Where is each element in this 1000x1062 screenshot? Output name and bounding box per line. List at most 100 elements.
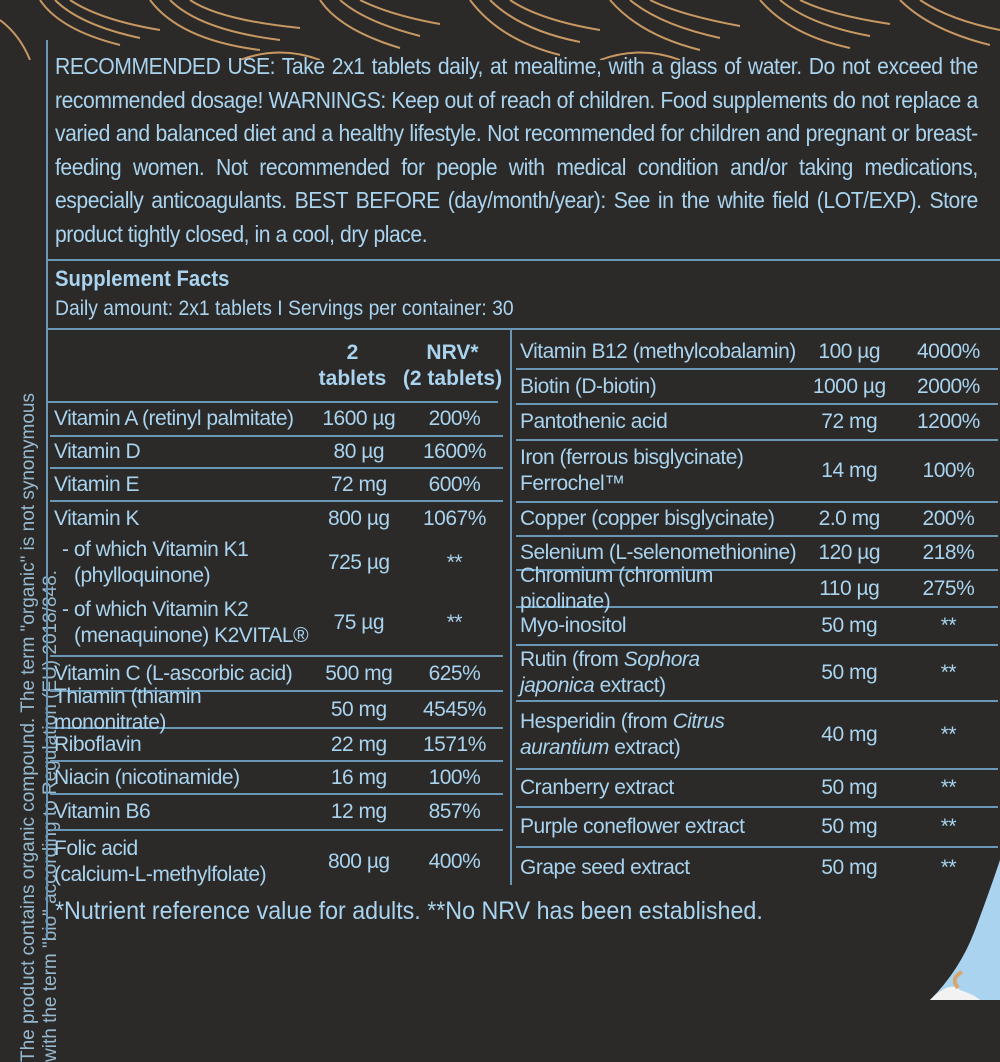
nutrient-name: Cranberry extract — [516, 775, 800, 801]
table-row: Copper (copper bisglycinate) 2.0 mg 200% — [516, 503, 998, 537]
nutrient-name: Thiamin (thiamin mononitrate) — [50, 684, 312, 736]
side-note-line-1: The product contains organic compound. T… — [18, 393, 39, 1062]
nutrient-name-line: Cranberry extract — [520, 776, 674, 799]
nutrient-nrv: 2000% — [916, 374, 980, 398]
table-row: Biotin (D-biotin) 1000 µg 2000% — [516, 370, 998, 405]
nutrient-name-line: Niacin (nicotinamide) — [54, 765, 240, 789]
table-row: Purple coneflower extract 50 mg ** — [516, 808, 998, 848]
nutrient-name: Biotin (D-biotin) — [516, 374, 800, 400]
table-row: - of which Vitamin K1 (phylloquinone) 725 … — [50, 535, 503, 590]
table-row: Pantothenic acid 72 mg 1200% — [516, 405, 998, 441]
nutrient-name-line: Vitamin B6 — [54, 800, 151, 823]
nutrient-nrv: 1600% — [422, 440, 486, 463]
nutrient-amount: 1600 µg — [322, 407, 396, 430]
nutrient-amount: 75 µg — [333, 610, 385, 634]
table-row: - of which Vitamin K2 (menaquinone) K2VIT… — [50, 590, 503, 657]
supplement-facts-title: Supplement Facts — [55, 266, 230, 291]
nutrient-nrv: 857% — [428, 800, 481, 823]
decorative-pattern — [0, 0, 1000, 60]
nutrient-name-line: Vitamin A (retinyl palmitate) — [54, 407, 294, 430]
nutrient-name-line: Chromium (chromium picolinate) — [520, 563, 713, 613]
divider — [46, 259, 1000, 261]
nutrient-name: Vitamin K — [50, 506, 312, 532]
nutrient-nrv: ** — [940, 661, 957, 684]
header-amount-unit: tablets — [318, 367, 387, 390]
nutrient-nrv: 4000% — [916, 340, 980, 363]
nutrient-amount: 1000 µg — [812, 374, 886, 398]
nutrient-amount: 500 mg — [325, 661, 393, 685]
nutrient-name: Iron (ferrous bisglycinate) Ferrochel™ — [516, 445, 800, 497]
nutrient-name-italic: japonica — [520, 674, 595, 697]
table-row: Vitamin E 72 mg 600% — [50, 469, 503, 502]
table-row: Iron (ferrous bisglycinate) Ferrochel™ 14 … — [516, 441, 998, 503]
nutrient-nrv: 275% — [922, 576, 975, 600]
table-row: Vitamin K 800 µg 1067% — [50, 502, 503, 535]
nutrient-name-line: Vitamin E — [54, 472, 140, 496]
nutrient-nrv: ** — [446, 550, 463, 574]
daily-amount: Daily amount: 2x1 tablets I Servings per… — [55, 297, 514, 320]
table-row: Niacin (nicotinamide) 16 mg 100% — [50, 762, 503, 795]
nutrient-name-line: (calcium-L-methylfolate) — [54, 863, 267, 886]
table-row: Vitamin B12 (methylcobalamin) 100 µg 4000% — [516, 336, 998, 370]
nutrient-name-line: (phylloquinone) — [74, 563, 211, 587]
nutrient-name: Myo-inositol — [516, 613, 800, 639]
table-row: Folic acid (calcium-L-methylfolate) 800 µg… — [50, 831, 503, 893]
nutrient-amount: 120 µg — [818, 541, 881, 564]
nutrient-nrv: 100% — [922, 459, 975, 482]
nutrient-name: Vitamin C (L-ascorbic acid) — [50, 661, 312, 687]
nutrient-nrv: ** — [940, 723, 957, 746]
nutrient-name-line: Biotin (D-biotin) — [520, 374, 657, 398]
header-nrv: NRV* — [426, 341, 479, 364]
nutrient-amount: 50 mg — [821, 776, 878, 799]
nutrient-name: Rutin (from Sophora japonica extract) — [516, 647, 800, 699]
nutrient-name: Folic acid (calcium-L-methylfolate) — [50, 836, 312, 888]
nutrient-name-line: Selenium (L-selenomethionine) — [520, 541, 797, 564]
nutrient-name-line: Thiamin (thiamin mononitrate) — [54, 684, 202, 734]
table-row: Vitamin C (L-ascorbic acid) 500 mg 625% — [50, 657, 503, 692]
table-row: Grape seed extract 50 mg ** — [516, 848, 998, 888]
divider — [46, 401, 498, 403]
nutrient-name-line: extract) — [608, 736, 681, 759]
table-row: Cranberry extract 50 mg ** — [516, 770, 998, 808]
nutrient-name-line: Vitamin K — [54, 506, 140, 530]
nutrient-name-line: Ferrochel™ — [520, 472, 625, 495]
nutrient-name-line: Purple coneflower extract — [520, 815, 745, 838]
nutrient-nrv: 600% — [428, 472, 481, 496]
nutrient-amount: 110 µg — [819, 576, 880, 600]
nutrient-amount: 80 µg — [333, 440, 385, 463]
nutrient-nrv: ** — [446, 610, 463, 634]
nutrient-nrv: 400% — [428, 850, 481, 873]
table-row: Riboflavin 22 mg 1571% — [50, 729, 503, 762]
nutrient-nrv: 1200% — [916, 410, 980, 433]
table-row: Vitamin A (retinyl palmitate) 1600 µg 200% — [50, 403, 503, 437]
nutrient-name-line: - of which Vitamin K1 — [62, 537, 249, 561]
table-row: Vitamin B6 12 mg 857% — [50, 795, 503, 831]
nutrient-nrv: ** — [940, 856, 957, 879]
nutrient-name-italic: Citrus — [672, 710, 725, 733]
nutrient-amount: 72 mg — [821, 410, 878, 433]
nutrient-name: Vitamin B12 (methylcobalamin) — [516, 339, 800, 365]
nutrient-name: Pantothenic acid — [516, 409, 800, 435]
nutrient-name: Grape seed extract — [516, 855, 800, 881]
table-row: Thiamin (thiamin mononitrate) 50 mg 4545% — [50, 685, 503, 734]
nutrient-name-line: Riboflavin — [54, 732, 142, 756]
header-amount: 2 — [346, 341, 359, 364]
nutrient-nrv: ** — [940, 614, 957, 637]
nutrient-name-line: Vitamin D — [54, 440, 141, 463]
corner-decoration — [930, 860, 1000, 1000]
nutrient-amount: 50 mg — [821, 614, 878, 637]
nutrient-name-line: Folic acid — [54, 837, 138, 860]
nutrient-nrv: ** — [940, 776, 957, 799]
table-row: Myo-inositol 50 mg ** — [516, 608, 998, 646]
nutrient-name: - of which Vitamin K2 (menaquinone) K2VIT… — [50, 597, 312, 649]
nutrient-nrv: 200% — [922, 507, 975, 530]
nutrient-name: Niacin (nicotinamide) — [50, 765, 312, 791]
nutrient-name: Purple coneflower extract — [516, 814, 800, 840]
nutrient-amount: 800 µg — [327, 850, 390, 873]
nutrient-nrv: 4545% — [422, 697, 486, 721]
nutrient-amount: 14 mg — [821, 459, 878, 482]
nutrient-name-line: Copper (copper bisglycinate) — [520, 507, 775, 530]
column-separator — [510, 330, 512, 885]
nutrient-name: Vitamin D — [50, 439, 312, 465]
left-border — [46, 40, 48, 940]
